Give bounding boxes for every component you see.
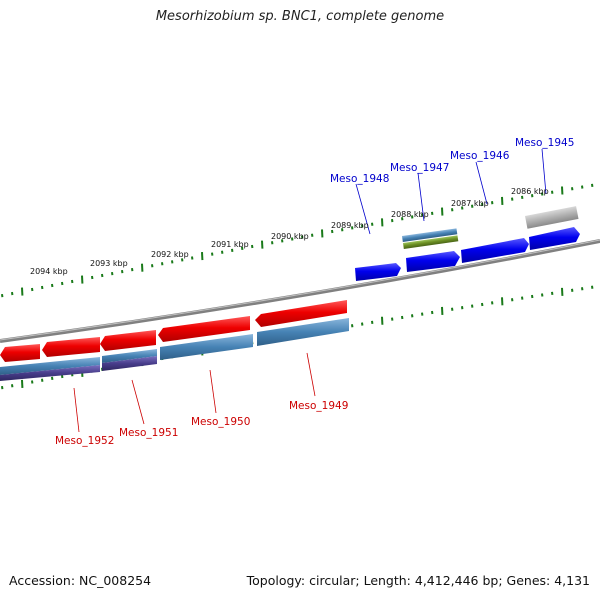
label-meso-1946[interactable]: Meso_1946	[450, 150, 510, 162]
tick-label-2094: 2094 kbp	[30, 267, 68, 276]
cds-block-olive-meso-1947[interactable]	[403, 235, 459, 249]
leader-meso-1951	[131, 379, 145, 425]
gene-arrow-meso-1952-b[interactable]	[42, 337, 100, 357]
accession-text: Accession: NC_008254	[9, 573, 152, 588]
map-title: Mesorhizobium sp. BNC1, complete genome	[155, 9, 445, 24]
leader-meso-1946	[475, 161, 488, 205]
kbp-tick-labels: 2094 kbp 2093 kbp 2092 kbp 2091 kbp 2090…	[30, 187, 549, 276]
tick-label-2087: 2087 kbp	[451, 199, 489, 208]
cds-block-purple-meso-1952[interactable]	[0, 365, 100, 381]
leader-meso-1950	[209, 369, 217, 414]
gene-arrow-meso-1945[interactable]	[529, 227, 580, 250]
tick-label-2089: 2089 kbp	[331, 221, 369, 230]
upper-tick-ruler	[1, 183, 594, 298]
leader-meso-1949	[306, 352, 316, 397]
gene-arrow-meso-1949[interactable]	[255, 300, 347, 327]
leader-meso-1948	[355, 183, 371, 235]
topology-text: Topology: circular; Length: 4,412,446 bp…	[246, 573, 590, 588]
gene-arrow-meso-1951[interactable]	[100, 330, 156, 351]
tick-label-2090: 2090 kbp	[271, 232, 309, 241]
tick-label-2092: 2092 kbp	[151, 250, 189, 259]
gene-arrow-meso-1947[interactable]	[406, 251, 460, 272]
reverse-strand-genes	[0, 300, 349, 381]
label-meso-1948[interactable]: Meso_1948	[330, 173, 389, 185]
gene-arrow-meso-1952-a[interactable]	[0, 344, 40, 362]
label-meso-1950[interactable]: Meso_1950	[191, 416, 250, 428]
genome-backbone	[0, 239, 600, 343]
genome-backbone-highlight	[0, 239, 600, 341]
tick-label-2091: 2091 kbp	[211, 240, 249, 249]
gene-arrow-meso-1950[interactable]	[158, 316, 250, 342]
leader-meso-1952	[73, 387, 80, 433]
tick-label-2088: 2088 kbp	[391, 210, 429, 219]
gene-labels: Meso_1948 Meso_1947 Meso_1946 Meso_1945 …	[55, 137, 574, 447]
leader-meso-1947	[417, 172, 425, 222]
cds-block-meso-1952[interactable]	[0, 357, 100, 375]
label-meso-1952[interactable]: Meso_1952	[55, 435, 114, 447]
gene-arrow-meso-1946[interactable]	[461, 238, 529, 263]
cds-block-meso-1949[interactable]	[257, 318, 349, 346]
pseudogene-block-meso-1945[interactable]	[525, 206, 579, 229]
leader-meso-1945	[541, 148, 547, 195]
gene-arrow-meso-1948[interactable]	[355, 263, 401, 281]
tick-label-2086: 2086 kbp	[511, 187, 549, 196]
cds-block-purple-meso-1951[interactable]	[102, 356, 157, 371]
cds-block-meso-1951[interactable]	[102, 349, 157, 363]
label-meso-1947[interactable]: Meso_1947	[390, 162, 449, 174]
label-meso-1945[interactable]: Meso_1945	[515, 137, 574, 149]
label-meso-1949[interactable]: Meso_1949	[289, 400, 348, 412]
cds-block-meso-1950[interactable]	[160, 334, 253, 360]
label-leader-lines	[73, 148, 547, 433]
tick-label-2093: 2093 kbp	[90, 259, 128, 268]
label-meso-1951[interactable]: Meso_1951	[119, 427, 178, 439]
cds-block-meso-1947[interactable]	[401, 228, 458, 242]
forward-strand-genes	[355, 206, 580, 281]
